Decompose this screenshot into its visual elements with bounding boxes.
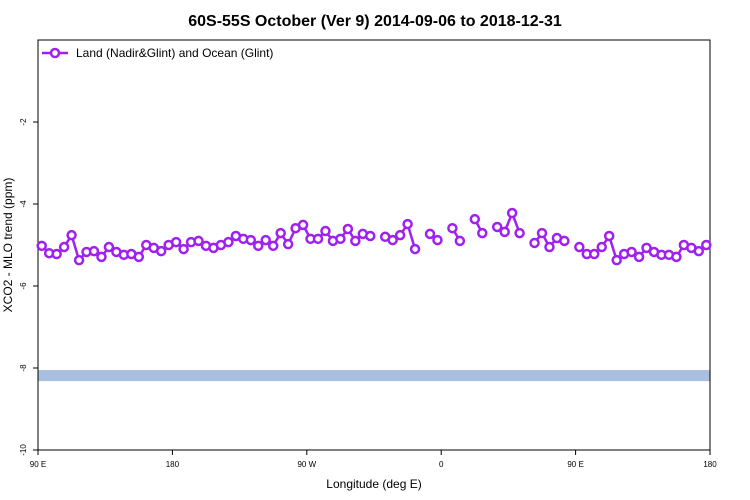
data-point (499, 226, 510, 238)
data-point (447, 222, 458, 234)
data-point (506, 207, 518, 219)
x-tick-label: 90 W (297, 460, 316, 469)
data-point (223, 236, 234, 248)
data-point (178, 243, 189, 255)
data-point (626, 246, 637, 258)
data-point (275, 227, 286, 239)
y-tick-label: -10 (19, 444, 28, 456)
data-point (267, 240, 279, 252)
data-point (103, 241, 115, 253)
data-point (350, 235, 361, 247)
data-point (529, 237, 540, 249)
y-axis-label: XCO2 - MLO trend (ppm) (1, 178, 15, 313)
data-point (611, 254, 622, 266)
chart-title: 60S-55S October (Ver 9) 2014-09-06 to 20… (188, 13, 562, 30)
data-point (424, 228, 436, 240)
data-point (596, 241, 607, 253)
data-point (559, 235, 570, 247)
x-tick-label: 90 E (30, 460, 46, 469)
data-point (51, 248, 62, 260)
y-tick-label: -4 (19, 200, 28, 208)
data-point (671, 251, 682, 263)
data-point (409, 243, 421, 255)
data-point (469, 213, 481, 225)
legend-marker (49, 47, 61, 59)
data-point (432, 234, 443, 246)
data-point (133, 251, 145, 263)
data-point (320, 225, 331, 237)
data-point (491, 221, 503, 233)
data-point (66, 229, 77, 241)
data-point (477, 227, 488, 239)
data-point (633, 251, 645, 263)
data-point (603, 230, 615, 242)
data-point (282, 238, 294, 250)
data-point (260, 234, 271, 246)
y-tick-label: -2 (19, 118, 28, 126)
data-point (88, 245, 100, 257)
data-point (297, 219, 309, 231)
data-point (536, 227, 548, 239)
data-point (365, 230, 376, 242)
reference-band (38, 370, 710, 382)
data-point (387, 234, 398, 246)
data-point (693, 245, 705, 257)
data-point (342, 223, 354, 235)
data-point (73, 254, 85, 266)
data-point (641, 242, 652, 254)
x-tick-label: 0 (439, 460, 444, 469)
data-point (589, 248, 600, 260)
y-tick-label: -8 (19, 364, 28, 372)
legend-label: Land (Nadir&Glint) and Ocean (Glint) (76, 46, 273, 60)
x-tick-label: 180 (166, 460, 180, 469)
data-point (454, 235, 466, 247)
data-point (58, 241, 70, 253)
data-point (170, 236, 182, 248)
data-point (544, 241, 555, 253)
data-point (193, 235, 204, 247)
data-point (335, 233, 346, 245)
data-point (155, 245, 167, 257)
data-point (701, 239, 712, 251)
data-point (402, 218, 413, 230)
data-point (253, 240, 264, 252)
data-point (394, 229, 406, 241)
x-tick-label: 180 (703, 460, 717, 469)
y-tick-label: -6 (19, 282, 28, 290)
data-point (574, 241, 585, 253)
data-point (312, 233, 324, 245)
data-point (96, 251, 107, 263)
x-axis-label: Longitude (deg E) (326, 477, 421, 491)
x-tick-label: 90 E (567, 460, 583, 469)
data-point (514, 227, 525, 239)
data-point (36, 240, 47, 252)
data-point (245, 234, 257, 246)
plot-frame (37, 39, 711, 451)
